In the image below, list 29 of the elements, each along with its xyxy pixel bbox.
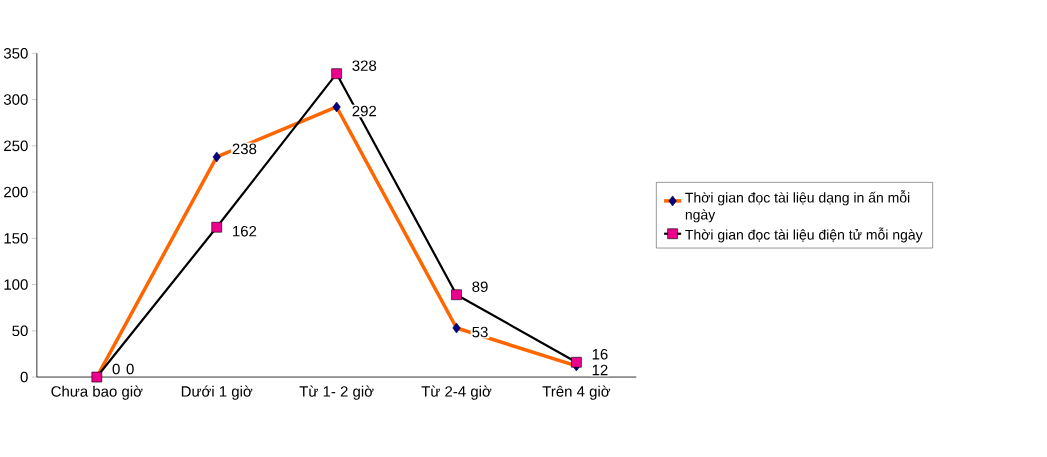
data-label: 0 [126,363,134,375]
data-label: 12 [592,364,608,376]
data-label: 162 [233,226,257,237]
legend-label: Thời gian đọc tài liệu điện tử mỗi ngày [685,227,923,243]
x-tick-label: Chưa bao giờ [51,385,143,400]
y-tick-label: 250 [4,140,28,152]
x-tick-label: Từ 1- 2 giờ [299,385,374,400]
data-label: 238 [232,143,257,155]
point [211,222,223,233]
point [571,357,582,368]
x-tick-label: Từ 2-4 giờ [421,385,492,400]
y-tick-label: 300 [3,94,28,106]
point [331,68,342,80]
y-tick-label: 0 [20,371,28,383]
y-tick-label: 100 [4,279,28,291]
x-tick-label: Dưới 1 giờ [181,385,253,400]
data-label: 89 [472,281,488,293]
x-tick-label: Trên 4 giờ [542,385,611,400]
data-label: 53 [472,326,488,338]
y-tick-label: 150 [4,233,28,244]
data-label: 16 [592,349,608,360]
data-label: 292 [352,105,377,117]
point [451,289,462,301]
data-label: 0 [112,363,120,375]
y-tick-label: 350 [3,48,28,59]
legend-label: Thời gian đọc tài liệu dạng in ấn mỗi ngày [685,190,910,223]
y-tick-label: 200 [4,186,28,198]
data-label: 328 [352,60,377,72]
y-tick-label: 50 [12,325,28,337]
